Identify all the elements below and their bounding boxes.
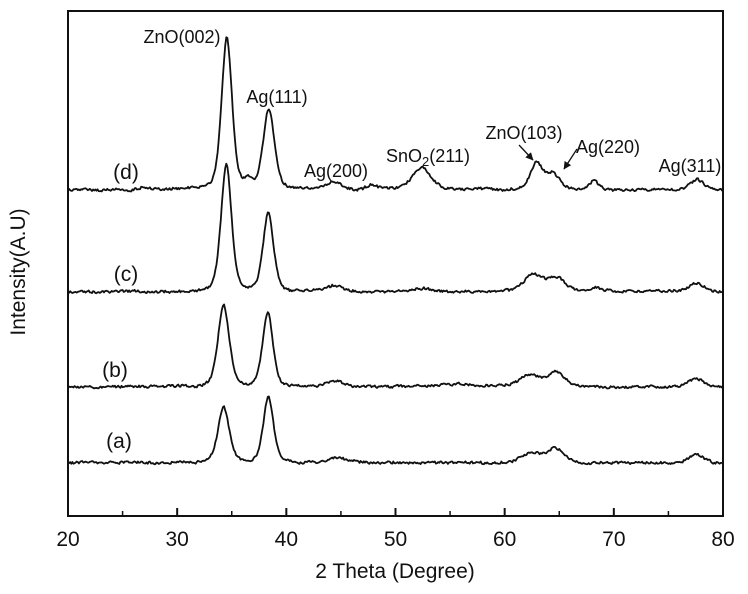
peak-label-part: Ag(220) [576,137,640,157]
series-label-b: (b) [102,359,128,382]
curve-c [67,162,724,295]
peak-label-sno2-211: SnO2(211) [386,146,470,169]
peak-label-part: (211) [429,146,470,166]
series-label-d: (d) [113,161,139,184]
x-tick-label-30: 30 [165,528,188,551]
x-tick-label-60: 60 [493,528,516,551]
peak-label-part: SnO [386,146,422,166]
x-axis-title: 2 Theta (Degree) [315,560,475,583]
peak-label-part: Ag(200) [304,161,368,181]
peak-label-ag-220: Ag(220) [576,137,640,157]
peak-label-part: Ag(111) [246,87,307,107]
curve-a [67,395,724,466]
peak-label-zno-103: ZnO(103) [485,123,562,143]
curve-b [67,303,724,390]
x-tick-label-20: 20 [56,528,79,551]
peak-label-part: Ag(311) [659,156,722,176]
peak-label-ag-111: Ag(111) [246,87,307,107]
y-axis-title: Intensity(A.U) [7,208,30,335]
x-tick-label-40: 40 [275,528,298,551]
x-tick-label-80: 80 [711,528,734,551]
curve-d [67,36,724,193]
annotation-arrow-ag-220 [563,148,578,170]
generated-chart-content: 20 30 40 50 60 70 80 (a) (b) (c) (d) ZnO(002) Ag(111… [56,10,735,551]
x-tick-label-50: 50 [384,528,407,551]
series-label-a: (a) [106,430,132,453]
peak-label-zno-002: ZnO(002) [143,27,220,47]
peak-label-ag-200: Ag(200) [304,161,368,181]
peak-label-part: ZnO(002) [143,27,220,47]
peak-label-part: ZnO(103) [485,123,562,143]
annotation-arrow-zno-103 [518,144,534,161]
plot-border [67,10,724,517]
series-label-c: (c) [114,263,139,286]
peak-label-ag-311: Ag(311) [659,156,722,176]
peak-label-part: 2 [422,154,429,169]
x-tick-label-70: 70 [602,528,625,551]
